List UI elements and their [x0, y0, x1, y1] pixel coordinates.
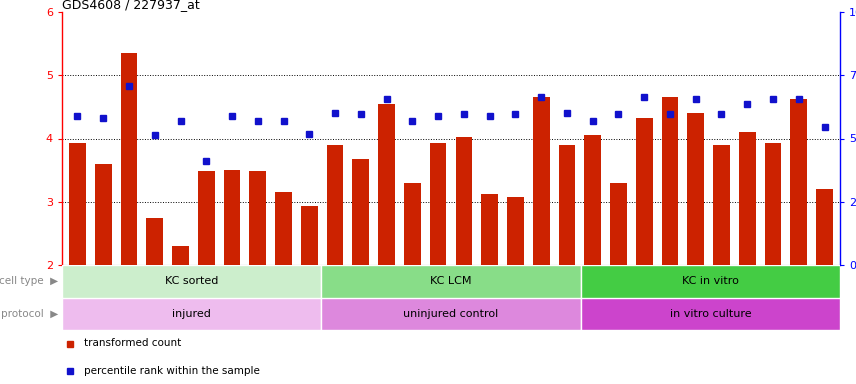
- Bar: [69, 143, 86, 265]
- Bar: [404, 183, 421, 265]
- Bar: [585, 135, 601, 265]
- Text: GDS4608 / 227937_at: GDS4608 / 227937_at: [62, 0, 199, 11]
- Text: protocol  ▶: protocol ▶: [1, 309, 58, 319]
- Text: KC in vitro: KC in vitro: [682, 276, 739, 286]
- Bar: [62, 265, 321, 298]
- Bar: [62, 298, 321, 330]
- Bar: [610, 183, 627, 265]
- Bar: [764, 143, 782, 265]
- Bar: [327, 145, 343, 265]
- Text: percentile rank within the sample: percentile rank within the sample: [84, 366, 259, 376]
- Bar: [713, 145, 730, 265]
- Bar: [198, 171, 215, 265]
- Bar: [580, 265, 840, 298]
- Text: uninjured control: uninjured control: [403, 309, 499, 319]
- Bar: [816, 189, 833, 265]
- Bar: [172, 246, 189, 265]
- Bar: [249, 171, 266, 265]
- Text: transformed count: transformed count: [84, 339, 181, 349]
- Text: injured: injured: [172, 309, 211, 319]
- Text: cell type  ▶: cell type ▶: [0, 276, 58, 286]
- Bar: [739, 132, 756, 265]
- Bar: [532, 98, 550, 265]
- Bar: [507, 197, 524, 265]
- Text: in vitro culture: in vitro culture: [669, 309, 752, 319]
- Bar: [481, 194, 498, 265]
- Bar: [95, 164, 111, 265]
- Bar: [378, 104, 395, 265]
- Bar: [121, 53, 137, 265]
- Bar: [353, 159, 369, 265]
- Bar: [321, 298, 580, 330]
- Bar: [146, 218, 163, 265]
- Bar: [321, 265, 580, 298]
- Bar: [455, 137, 473, 265]
- Text: KC sorted: KC sorted: [165, 276, 218, 286]
- Bar: [430, 143, 447, 265]
- Bar: [662, 98, 678, 265]
- Bar: [636, 118, 652, 265]
- Bar: [580, 298, 840, 330]
- Bar: [301, 206, 318, 265]
- Bar: [687, 113, 704, 265]
- Text: KC LCM: KC LCM: [431, 276, 472, 286]
- Bar: [559, 145, 575, 265]
- Bar: [275, 192, 292, 265]
- Bar: [790, 99, 807, 265]
- Bar: [223, 170, 241, 265]
